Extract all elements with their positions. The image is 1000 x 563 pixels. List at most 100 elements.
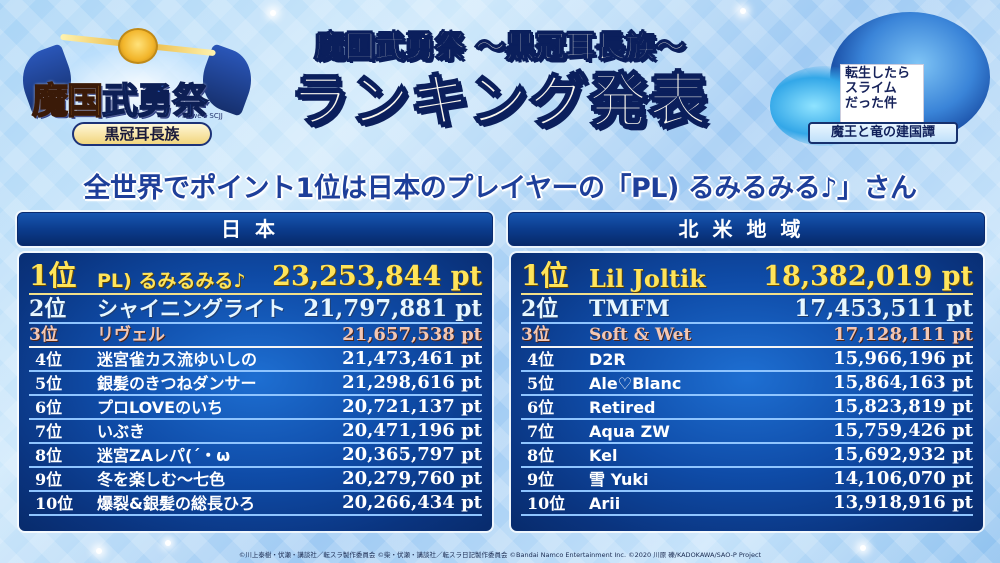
rank-label: 5位 bbox=[527, 374, 555, 394]
rank-label: 4位 bbox=[527, 350, 555, 370]
game-logo-ribbon: 魔王と竜の建国譚 bbox=[808, 122, 958, 144]
rank-label: 3位 bbox=[521, 325, 550, 346]
region-header-japan: 日本 bbox=[17, 212, 493, 246]
player-score: 20,471,196 pt bbox=[342, 420, 482, 442]
ranking-row: 9位 雪 Yuki 14,106,070 pt bbox=[521, 468, 973, 492]
player-name: D2R bbox=[589, 350, 626, 370]
ranking-row: 1位 Lil Joltik 18,382,019 pt bbox=[521, 257, 973, 295]
player-name: 爆裂&銀髪の総長ひろ bbox=[97, 494, 255, 514]
ranking-row: 4位 D2R 15,966,196 pt bbox=[521, 348, 973, 372]
player-score: 17,128,111 pt bbox=[833, 324, 973, 346]
player-name: PL) るみるみる♪ bbox=[97, 270, 246, 293]
event-title: 魔国武勇祭 〜黒冠耳長族〜 bbox=[314, 30, 686, 66]
ranking-row: 8位 Kel 15,692,932 pt bbox=[521, 444, 973, 468]
player-name: Kel bbox=[589, 446, 618, 466]
ranking-row: 3位 リヴェル 21,657,538 pt bbox=[29, 324, 482, 348]
ranking-panel-north-america: 1位 Lil Joltik 18,382,019 pt 2位 TMFM 17,453,5… bbox=[511, 253, 983, 531]
player-score: 15,759,426 pt bbox=[833, 420, 973, 442]
player-score: 21,797,881 pt bbox=[303, 294, 482, 322]
ranking-row: 7位 Aqua ZW 15,759,426 pt bbox=[521, 420, 973, 444]
player-name: 銀髪のきつねダンサー bbox=[97, 374, 257, 394]
rank-label: 10位 bbox=[35, 494, 74, 514]
rank-label: 9位 bbox=[527, 470, 555, 490]
player-score: 13,918,916 pt bbox=[833, 492, 973, 514]
player-score: 17,453,511 pt bbox=[794, 294, 973, 322]
player-score: 15,966,196 pt bbox=[833, 348, 973, 370]
player-name: Arii bbox=[589, 494, 621, 514]
player-score: 21,298,616 pt bbox=[342, 372, 482, 394]
player-name: Ale♡Blanc bbox=[589, 374, 682, 394]
ranking-panel-japan: 1位 PL) るみるみる♪ 23,253,844 pt 2位 シャイニングライト 21,… bbox=[19, 253, 492, 531]
ranking-row: 10位 爆裂&銀髪の総長ひろ 20,266,434 pt bbox=[29, 492, 482, 516]
player-name: 雪 Yuki bbox=[589, 470, 649, 490]
ranking-row: 9位 冬を楽しむ〜七色 20,279,760 pt bbox=[29, 468, 482, 492]
game-logo-line: スライム bbox=[845, 80, 897, 96]
ranking-row: 7位 いぶき 20,471,196 pt bbox=[29, 420, 482, 444]
player-score: 14,106,070 pt bbox=[833, 468, 973, 490]
event-logo-title: 魔国武勇祭 bbox=[31, 79, 209, 123]
rank-label: 8位 bbox=[527, 446, 555, 466]
rank-label: 2位 bbox=[521, 295, 559, 322]
rank-label: 7位 bbox=[35, 422, 63, 442]
ranking-row: 10位 Arii 13,918,916 pt bbox=[521, 492, 973, 516]
rank-label: 9位 bbox=[35, 470, 63, 490]
player-name: TMFM bbox=[589, 295, 670, 322]
game-logo: 転生したら スライム だった件 魔王と竜の建国譚 bbox=[770, 6, 995, 156]
player-score: 20,721,137 pt bbox=[342, 396, 482, 418]
copyright-notice: ©川上泰樹・伏瀬・講談社／転スラ製作委員会 ©柴・伏瀬・講談社／転スラ日記製作委… bbox=[238, 551, 762, 559]
rank-label: 1位 bbox=[29, 259, 77, 293]
event-logo: 魔国武勇祭 Howe's SCJJ 黒冠耳長族 bbox=[12, 22, 262, 152]
headline: 魔国武勇祭 〜黒冠耳長族〜 ランキング発表 bbox=[280, 22, 720, 135]
ranking-row: 1位 PL) るみるみる♪ 23,253,844 pt bbox=[29, 257, 482, 295]
player-name: Aqua ZW bbox=[589, 422, 670, 442]
player-score: 23,253,844 pt bbox=[272, 261, 482, 293]
ranking-announcement-title: ランキング発表 bbox=[290, 67, 710, 135]
rank-label: 8位 bbox=[35, 446, 63, 466]
ranking-row: 6位 Retired 15,823,819 pt bbox=[521, 396, 973, 420]
player-name: Soft & Wet bbox=[589, 325, 692, 346]
player-score: 18,382,019 pt bbox=[763, 261, 973, 293]
game-logo-line: 転生したら bbox=[845, 66, 911, 81]
sparkle-decoration bbox=[165, 540, 171, 546]
player-name: シャイニングライト bbox=[97, 296, 286, 321]
player-name: プロLOVEのいち bbox=[97, 398, 224, 418]
ranking-row: 8位 迷宮ZAレパ(´・ω 20,365,797 pt bbox=[29, 444, 482, 468]
player-name: Retired bbox=[589, 398, 656, 418]
player-name: いぶき bbox=[97, 422, 146, 442]
slime-crest-icon bbox=[118, 28, 158, 64]
rank-label: 7位 bbox=[527, 422, 555, 442]
rank-label: 10位 bbox=[527, 494, 566, 514]
player-score: 21,657,538 pt bbox=[342, 324, 482, 346]
player-score: 21,473,461 pt bbox=[342, 348, 482, 370]
player-name: 迷宮ZAレパ(´・ω bbox=[97, 446, 231, 466]
player-score: 20,266,434 pt bbox=[342, 492, 482, 514]
player-name: 迷宮雀カス流ゆいしの bbox=[97, 350, 258, 370]
ranking-row: 2位 シャイニングライト 21,797,881 pt bbox=[29, 295, 482, 324]
player-score: 20,279,760 pt bbox=[342, 468, 482, 490]
player-name: リヴェル bbox=[97, 325, 165, 346]
ranking-row: 2位 TMFM 17,453,511 pt bbox=[521, 295, 973, 324]
sparkle-decoration bbox=[96, 548, 102, 554]
top-player-announcement: 全世界でポイント1位は日本のプレイヤーの「PL) るみるみる♪」さん bbox=[83, 173, 917, 204]
sparkle-decoration bbox=[740, 8, 746, 14]
sparkle-decoration bbox=[270, 10, 276, 16]
rank-label: 3位 bbox=[29, 325, 58, 346]
player-name: 冬を楽しむ〜七色 bbox=[97, 470, 226, 490]
ranking-row: 6位 プロLOVEのいち 20,721,137 pt bbox=[29, 396, 482, 420]
rank-label: 6位 bbox=[527, 398, 555, 418]
event-logo-tagline: Howe's SCJJ bbox=[182, 112, 223, 120]
ranking-row: 3位 Soft & Wet 17,128,111 pt bbox=[521, 324, 973, 348]
ranking-row: 4位 迷宮雀カス流ゆいしの 21,473,461 pt bbox=[29, 348, 482, 372]
ranking-row: 5位 Ale♡Blanc 15,864,163 pt bbox=[521, 372, 973, 396]
player-score: 15,864,163 pt bbox=[833, 372, 973, 394]
ranking-row: 5位 銀髪のきつねダンサー 21,298,616 pt bbox=[29, 372, 482, 396]
player-score: 15,823,819 pt bbox=[833, 396, 973, 418]
rank-label: 1位 bbox=[521, 259, 569, 293]
rank-label: 4位 bbox=[35, 350, 63, 370]
game-logo-line: だった件 bbox=[845, 95, 898, 111]
rank-label: 2位 bbox=[29, 295, 67, 322]
event-logo-subtitle: 黒冠耳長族 bbox=[72, 122, 212, 146]
player-score: 20,365,797 pt bbox=[342, 444, 482, 466]
game-logo-title-box: 転生したら スライム だった件 bbox=[840, 64, 924, 124]
player-name: Lil Joltik bbox=[589, 263, 706, 293]
